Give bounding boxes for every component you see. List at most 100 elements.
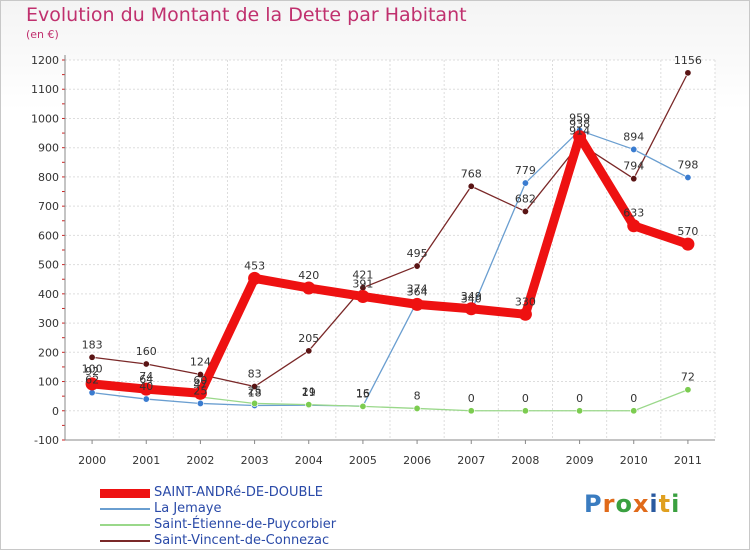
logo-letter: o: [615, 490, 633, 518]
data-label: 798: [677, 159, 698, 172]
data-label: 205: [298, 332, 319, 345]
data-label: 72: [681, 371, 695, 384]
data-label: 340: [461, 292, 482, 305]
data-label: 8: [414, 389, 421, 402]
x-tick-label: 2000: [78, 454, 106, 467]
data-point: [142, 360, 150, 368]
data-label: 349: [461, 290, 482, 303]
chart-subtitle: (en €): [26, 28, 59, 41]
data-label: 0: [522, 392, 529, 405]
data-label: 0: [630, 392, 637, 405]
data-label: 495: [407, 247, 428, 260]
data-label: 74: [139, 370, 153, 383]
data-point: [413, 404, 421, 412]
data-label: 421: [352, 269, 373, 282]
data-label: 1156: [674, 54, 702, 67]
x-tick-label: 2010: [620, 454, 648, 467]
data-label: 92: [85, 365, 99, 378]
x-tick-label: 2001: [132, 454, 160, 467]
y-tick-label: 600: [38, 229, 59, 242]
data-label: 938: [569, 118, 590, 131]
data-label: 330: [515, 295, 536, 308]
series-line: [91, 129, 689, 407]
data-point: [193, 386, 207, 400]
data-point: [681, 237, 695, 251]
logo-letter: r: [602, 490, 616, 518]
data-point: [196, 399, 204, 407]
data-point: [576, 407, 584, 415]
data-label: 570: [677, 225, 698, 238]
data-label: 60: [193, 374, 207, 387]
y-tick-label: 1200: [31, 54, 59, 67]
data-point: [627, 219, 641, 233]
data-point: [467, 407, 475, 415]
data-label: 19: [302, 386, 316, 399]
data-point: [410, 297, 424, 311]
data-point: [630, 145, 638, 153]
data-point: [88, 389, 96, 397]
data-point: [142, 395, 150, 403]
data-label: 16: [356, 387, 370, 400]
data-label: 453: [244, 259, 265, 272]
data-label: 15: [356, 387, 370, 400]
x-tick-label: 2011: [674, 454, 702, 467]
data-label: 633: [623, 207, 644, 220]
legend-label: Saint-Étienne-de-Puycorbier: [154, 517, 337, 532]
y-tick-label: 0: [52, 405, 59, 418]
legend-swatch: [100, 508, 150, 510]
x-tick-label: 2005: [349, 454, 377, 467]
y-tick-label: 1100: [31, 83, 59, 96]
logo-letter: x: [632, 490, 650, 518]
data-label: 21: [302, 386, 316, 399]
data-point: [573, 130, 587, 144]
legend-label: Saint-Vincent-de-Connezac: [154, 533, 330, 548]
data-label: 183: [82, 338, 103, 351]
data-label: 64: [139, 373, 153, 386]
legend-swatch: [100, 540, 150, 542]
x-tick-label: 2003: [241, 454, 269, 467]
logo-letter: t: [658, 490, 672, 518]
data-point: [305, 347, 313, 355]
data-label: 779: [515, 164, 536, 177]
data-point: [684, 69, 692, 77]
x-tick-label: 2004: [295, 454, 323, 467]
data-label: 62: [85, 374, 99, 387]
data-point: [305, 401, 313, 409]
data-label: 914: [569, 125, 590, 138]
data-point: [356, 289, 370, 303]
data-label: 794: [623, 160, 644, 173]
data-point: [251, 383, 259, 391]
data-point: [684, 174, 692, 182]
data-point: [464, 302, 478, 316]
data-point: [630, 407, 638, 415]
x-tick-label: 2009: [566, 454, 594, 467]
x-tick-label: 2007: [457, 454, 485, 467]
y-tick-label: 100: [38, 376, 59, 389]
data-point: [196, 371, 204, 379]
data-label: 124: [190, 356, 211, 369]
data-label: 47: [193, 378, 207, 391]
series-line: [87, 132, 693, 398]
data-label: 25: [193, 384, 207, 397]
data-point: [521, 179, 529, 187]
legend-swatch: [100, 524, 150, 526]
y-tick-label: 300: [38, 317, 59, 330]
legend-label: La Jemaye: [154, 501, 222, 516]
data-label: 682: [515, 192, 536, 205]
data-label: 100: [82, 363, 103, 376]
data-point: [518, 307, 532, 321]
y-tick-label: 800: [38, 171, 59, 184]
data-point: [248, 271, 262, 285]
data-label: 959: [569, 111, 590, 124]
data-label: 40: [139, 380, 153, 393]
x-tick-label: 2002: [186, 454, 214, 467]
data-label: 364: [407, 285, 428, 298]
x-tick-label: 2006: [403, 454, 431, 467]
y-tick-label: -100: [34, 434, 59, 447]
data-point: [413, 262, 421, 270]
data-point: [359, 402, 367, 410]
legend-swatch: [100, 489, 150, 498]
y-tick-label: 1000: [31, 112, 59, 125]
data-label: 0: [468, 392, 475, 405]
